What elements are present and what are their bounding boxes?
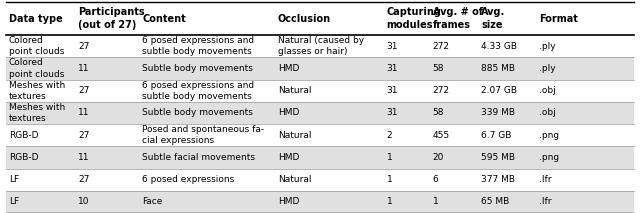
Text: HMD: HMD (278, 64, 299, 73)
Text: HMD: HMD (278, 197, 299, 206)
Text: 58: 58 (433, 64, 444, 73)
Text: Posed and spontaneous fa-
cial expressions: Posed and spontaneous fa- cial expressio… (142, 125, 264, 145)
Text: .obj: .obj (539, 86, 556, 95)
Text: 31: 31 (387, 42, 398, 51)
Text: 595 MB: 595 MB (481, 153, 515, 162)
Text: .lfr: .lfr (539, 197, 552, 206)
Text: .ply: .ply (539, 42, 556, 51)
Text: 272: 272 (433, 86, 450, 95)
Bar (6, 168, 634, 191)
Text: Subtle body movements: Subtle body movements (142, 108, 253, 117)
Text: 455: 455 (433, 131, 450, 140)
Text: Meshes with
textures: Meshes with textures (9, 81, 65, 101)
Text: 11: 11 (78, 108, 90, 117)
Text: Natural: Natural (278, 131, 311, 140)
Text: LF: LF (9, 197, 19, 206)
Text: Meshes with
textures: Meshes with textures (9, 103, 65, 123)
Text: 6.7 GB: 6.7 GB (481, 131, 511, 140)
Text: RGB-D: RGB-D (9, 131, 38, 140)
Text: Subtle facial movements: Subtle facial movements (142, 153, 255, 162)
Text: 11: 11 (78, 64, 90, 73)
Text: 65 MB: 65 MB (481, 197, 509, 206)
Text: Participants
(out of 27): Participants (out of 27) (78, 7, 145, 30)
Text: Data type: Data type (9, 14, 63, 24)
Bar (6, 2, 634, 35)
Text: 27: 27 (78, 42, 90, 51)
Text: Subtle body movements: Subtle body movements (142, 64, 253, 73)
Text: .png: .png (539, 153, 559, 162)
Bar (6, 102, 634, 124)
Text: 4.33 GB: 4.33 GB (481, 42, 517, 51)
Text: 31: 31 (387, 86, 398, 95)
Text: 2.07 GB: 2.07 GB (481, 86, 517, 95)
Bar (6, 191, 634, 213)
Bar (6, 57, 634, 80)
Text: Avg. # of
frames: Avg. # of frames (433, 7, 483, 30)
Text: 6 posed expressions and
subtle body movements: 6 posed expressions and subtle body move… (142, 81, 254, 101)
Text: Colored
point clouds: Colored point clouds (9, 36, 65, 56)
Text: 31: 31 (387, 108, 398, 117)
Text: 10: 10 (78, 197, 90, 206)
Text: 2: 2 (387, 131, 392, 140)
Text: 27: 27 (78, 86, 90, 95)
Text: 6 posed expressions: 6 posed expressions (142, 175, 234, 184)
Text: 272: 272 (433, 42, 450, 51)
Bar (6, 35, 634, 57)
Text: 27: 27 (78, 175, 90, 184)
Text: 339 MB: 339 MB (481, 108, 515, 117)
Text: 885 MB: 885 MB (481, 64, 515, 73)
Text: LF: LF (9, 175, 19, 184)
Text: 377 MB: 377 MB (481, 175, 515, 184)
Text: .ply: .ply (539, 64, 556, 73)
Text: 11: 11 (78, 153, 90, 162)
Text: HMD: HMD (278, 108, 299, 117)
Text: 27: 27 (78, 131, 90, 140)
Text: .obj: .obj (539, 108, 556, 117)
Text: Avg.
size: Avg. size (481, 7, 506, 30)
Bar (6, 146, 634, 168)
Text: HMD: HMD (278, 153, 299, 162)
Text: Natural: Natural (278, 86, 311, 95)
Text: 6: 6 (433, 175, 438, 184)
Text: .png: .png (539, 131, 559, 140)
Text: 58: 58 (433, 108, 444, 117)
Text: 1: 1 (433, 197, 438, 206)
Text: .lfr: .lfr (539, 175, 552, 184)
Text: 6 posed expressions and
subtle body movements: 6 posed expressions and subtle body move… (142, 36, 254, 56)
Text: RGB-D: RGB-D (9, 153, 38, 162)
Text: 1: 1 (387, 197, 392, 206)
Text: Face: Face (142, 197, 163, 206)
Text: Colored
point clouds: Colored point clouds (9, 58, 65, 79)
Text: Occlusion: Occlusion (278, 14, 331, 24)
Text: Natural: Natural (278, 175, 311, 184)
Bar (6, 80, 634, 102)
Text: Capturing
modules: Capturing modules (387, 7, 442, 30)
Text: 20: 20 (433, 153, 444, 162)
Text: 1: 1 (387, 153, 392, 162)
Bar (6, 124, 634, 146)
Text: Content: Content (142, 14, 186, 24)
Text: Natural (caused by
glasses or hair): Natural (caused by glasses or hair) (278, 36, 364, 56)
Text: 1: 1 (387, 175, 392, 184)
Text: Format: Format (539, 14, 578, 24)
Text: 31: 31 (387, 64, 398, 73)
